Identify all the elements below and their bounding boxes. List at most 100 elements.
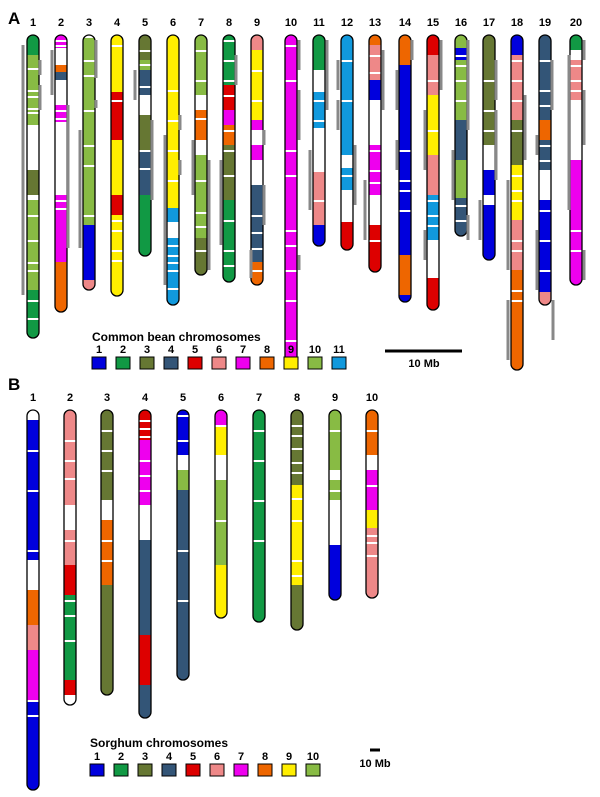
synteny-block (483, 195, 495, 205)
panel-b-legend-label-7: 7 (238, 751, 244, 763)
panel-a-chromosome-9 (250, 34, 264, 286)
gap-line (285, 45, 297, 47)
panel-a-legend-label-3: 3 (144, 344, 150, 356)
synteny-block (427, 55, 439, 95)
gap-line (167, 245, 179, 247)
synteny-block (223, 85, 235, 110)
panel-b-legend-label-3: 3 (142, 751, 148, 763)
panel-a-label-8: 8 (226, 17, 232, 29)
synteny-block (177, 470, 189, 490)
gap-line (111, 220, 123, 222)
chromosome-outline (340, 34, 354, 251)
panel-a-chromosome-14 (398, 34, 412, 303)
synteny-block (195, 110, 207, 140)
chromosome-outline (510, 34, 524, 371)
gap-line (177, 600, 189, 602)
gap-line (253, 460, 265, 462)
synteny-block (177, 410, 189, 455)
gap-line (570, 80, 582, 82)
chromosome-outline (176, 409, 190, 681)
panel-a-legend-label-4: 4 (168, 344, 175, 356)
panel-b-chromosome-3 (100, 409, 114, 696)
gap-line (27, 90, 39, 92)
gap-line (195, 50, 207, 52)
gap-line (291, 425, 303, 427)
chromosome-outline (82, 34, 96, 291)
panel-a-chromosome-4 (110, 34, 124, 297)
synteny-block (139, 685, 151, 718)
gap-line (101, 540, 113, 542)
gap-line (167, 180, 179, 182)
synteny-block (139, 540, 151, 635)
panel-a-chromosome-17 (482, 34, 496, 261)
gap-line (195, 118, 207, 120)
panel-a-legend-swatch-7 (235, 356, 251, 370)
panel-a-chromosome-10 (284, 34, 298, 363)
gap-line (83, 165, 95, 167)
synteny-block (223, 110, 235, 125)
synteny-block (483, 170, 495, 195)
gap-line (55, 208, 67, 210)
synteny-block (111, 195, 123, 215)
chromosome-outline (26, 34, 40, 339)
panel-a-label-3: 3 (86, 17, 92, 29)
gap-line (291, 435, 303, 437)
panel-b-scale-label: 10 Mb (359, 758, 390, 770)
gap-line (111, 45, 123, 47)
side-bar (381, 50, 385, 110)
panel-a-chromosome-3 (82, 34, 96, 291)
synteny-block (539, 120, 551, 140)
side-bar (163, 135, 167, 285)
chromosome-segments (55, 35, 67, 312)
synteny-block (27, 195, 39, 200)
synteny-block (313, 92, 325, 128)
gap-line (291, 498, 303, 500)
synteny-block (64, 680, 76, 695)
gap-line (570, 130, 582, 132)
gap-line (427, 130, 439, 132)
gap-line (223, 130, 235, 132)
gap-line (366, 555, 378, 557)
synteny-block (27, 650, 39, 700)
gap-line (291, 472, 303, 474)
gap-line (511, 290, 523, 292)
gap-line (139, 428, 151, 430)
gap-line (83, 75, 95, 77)
chromosome-outline (63, 409, 77, 706)
gap-line (570, 90, 582, 92)
gap-line (366, 460, 378, 462)
gap-line (139, 50, 151, 52)
gap-line (27, 68, 39, 70)
gap-line (223, 60, 235, 62)
panel-b-legend-swatch-8 (257, 763, 273, 777)
gap-line (167, 270, 179, 272)
synteny-block (399, 35, 411, 65)
side-bar (78, 130, 82, 248)
chromosome-segments (369, 35, 381, 272)
gap-line (483, 80, 495, 82)
gap-line (167, 262, 179, 264)
gap-line (511, 240, 523, 242)
synteny-block (215, 425, 227, 455)
panel-a-chromosomes (26, 34, 583, 371)
synteny-block (455, 198, 467, 236)
synteny-block (329, 500, 341, 545)
synteny-block (27, 560, 39, 590)
synteny-block (64, 595, 76, 680)
side-bar (466, 215, 470, 240)
panel-b-chromosome-10 (365, 409, 379, 599)
synteny-block (455, 60, 467, 120)
gap-line (285, 340, 297, 342)
chromosome-segments (83, 35, 95, 290)
chromosome-segments (27, 35, 39, 338)
panel-a-label-6: 6 (170, 17, 176, 29)
synteny-block (483, 205, 495, 260)
gap-line (291, 448, 303, 450)
gap-line (341, 162, 353, 164)
synteny-block (139, 35, 151, 60)
synteny-block (291, 585, 303, 630)
chromosome-segments (177, 410, 189, 680)
side-bar (191, 140, 195, 195)
synteny-block (111, 35, 123, 92)
